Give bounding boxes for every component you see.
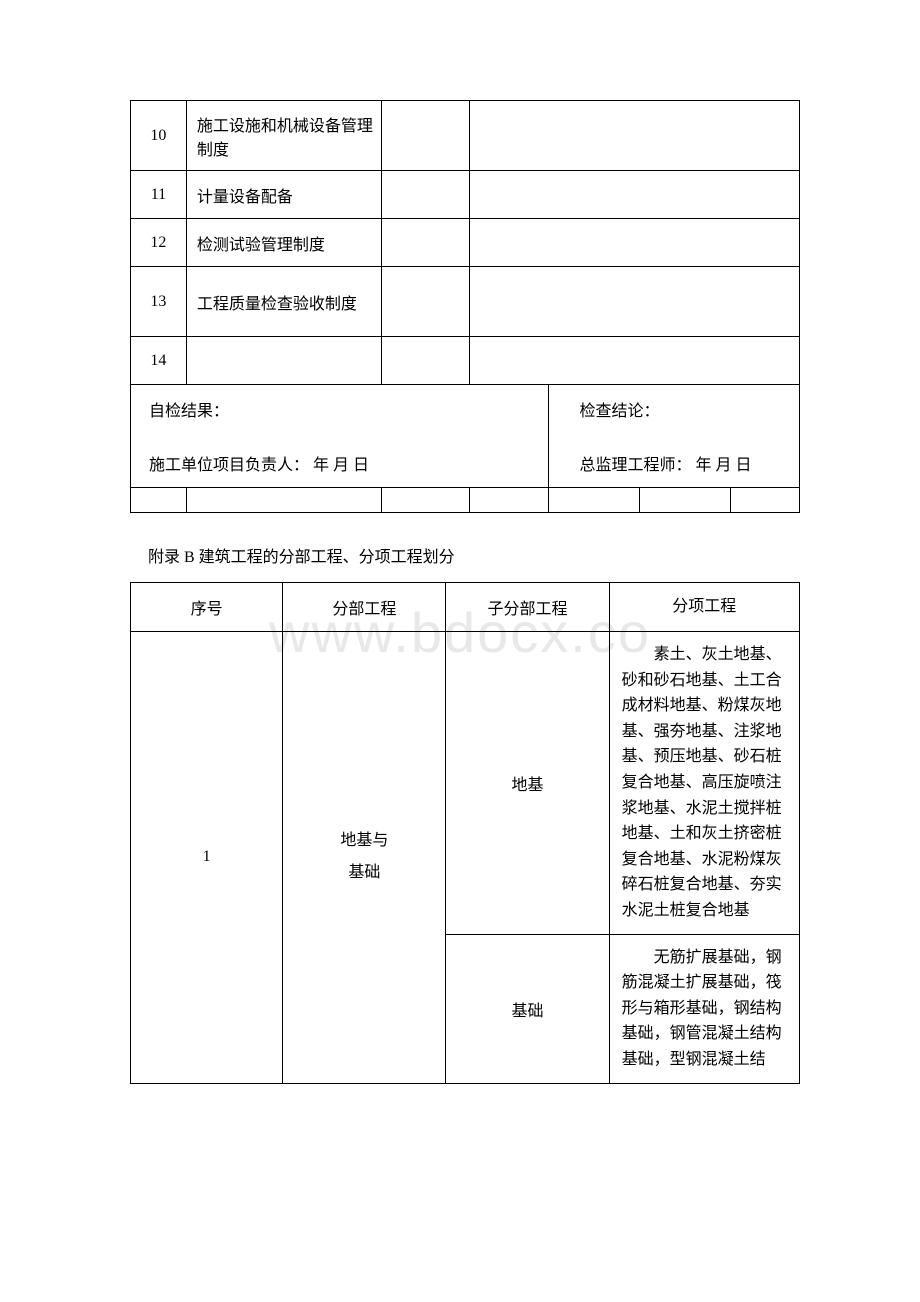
appendix-b-title: 附录 B 建筑工程的分部工程、分项工程划分 [148,543,800,567]
row-10-num: 10 [131,101,187,171]
row-12-item: 检测试验管理制度 [186,219,381,267]
row-10-check2 [469,101,799,171]
row-14-check1 [381,337,469,385]
header-subdiv: 子分部工程 [446,583,609,632]
row-11-num: 11 [131,171,187,219]
footer-cell-7 [731,488,800,513]
footer-cell-1 [131,488,187,513]
row-11-item: 计量设备配备 [186,171,381,219]
row-14-item [186,337,381,385]
row-11-check2 [469,171,799,219]
result-right-sign: 总监理工程师： 年 月 日 [579,451,769,475]
header-seq: 序号 [131,583,283,632]
row-11-check1 [381,171,469,219]
division-table: 序号 分部工程 子分部工程 分项工程 1 地基与 基础 地基 素土、灰土地基、砂… [130,582,800,1084]
row1-items1: 素土、灰土地基、砂和砂石地基、土工合成材料地基、粉煤灰地基、强夯地基、注浆地基、… [609,632,799,935]
row-14-check2 [469,337,799,385]
result-left-title: 自检结果： [149,397,530,421]
row-10-check1 [381,101,469,171]
row-13-check1 [381,267,469,337]
row1-items2: 无筋扩展基础，钢筋混凝土扩展基础，筏形与箱形基础，钢结构基础，钢管混凝土结构基础… [609,934,799,1083]
row-13-item: 工程质量检查验收制度 [186,267,381,337]
footer-cell-4 [469,488,549,513]
row-13-num: 13 [131,267,187,337]
footer-cell-2 [186,488,381,513]
inspection-conclusion: 检查结论： 总监理工程师： 年 月 日 [549,385,800,488]
result-right-title: 检查结论： [579,397,769,421]
row-12-num: 12 [131,219,187,267]
footer-cell-5 [549,488,640,513]
inspection-table: 10 施工设施和机械设备管理制度 11 计量设备配备 12 检测试验管理制度 1… [130,100,800,513]
header-items: 分项工程 [609,583,799,632]
result-left-sign: 施工单位项目负责人： 年 月 日 [149,451,530,475]
row1-subdiv2: 基础 [446,934,609,1083]
row-12-check2 [469,219,799,267]
footer-cell-3 [381,488,469,513]
row1-seq: 1 [131,632,283,1084]
row-10-item: 施工设施和机械设备管理制度 [186,101,381,171]
row-14-num: 14 [131,337,187,385]
footer-cell-6 [640,488,731,513]
row1-division: 地基与 基础 [283,632,446,1084]
row-12-check1 [381,219,469,267]
row-13-check2 [469,267,799,337]
header-division: 分部工程 [283,583,446,632]
self-inspection-result: 自检结果： 施工单位项目负责人： 年 月 日 [131,385,549,488]
row1-subdiv1: 地基 [446,632,609,935]
